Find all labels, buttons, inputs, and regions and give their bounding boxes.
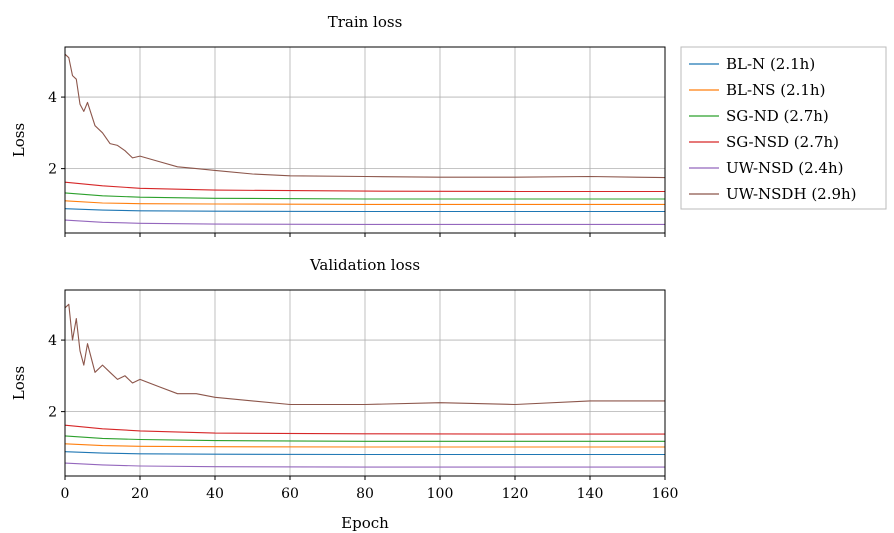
legend-label-uw-nsd-2-4h: UW-NSD (2.4h) — [726, 159, 843, 177]
train-loss-title: Train loss — [328, 13, 403, 31]
train-loss-y-tick-label-4: 4 — [48, 90, 57, 106]
legend-label-bl-ns-2-1h: BL-NS (2.1h) — [726, 81, 825, 99]
validation-loss-y-tick-label-2: 2 — [48, 405, 57, 421]
legend-label-sg-nsd-2-7h: SG-NSD (2.7h) — [726, 133, 839, 151]
validation-loss-x-tick-label-100: 100 — [427, 486, 454, 502]
train-loss-panel: Train loss Loss 24 — [10, 13, 666, 237]
validation-loss-x-tick-label-40: 40 — [206, 486, 224, 502]
validation-loss-x-ticks: 0 20 40 60 80 100 120 140 160 — [61, 476, 679, 502]
train-loss-grid — [64, 47, 666, 233]
validation-loss-y-axis-label: Loss — [10, 366, 28, 400]
train-loss-series-uw-nsdh-2-9h — [64, 53, 666, 179]
train-loss-y-axis-label: Loss — [10, 123, 28, 157]
x-axis-label: Epoch — [341, 514, 389, 532]
train-loss-plot-frame — [64, 46, 666, 234]
validation-loss-x-tick-label-0: 0 — [61, 486, 70, 502]
legend: BL-N (2.1h) BL-NS (2.1h) SG-ND (2.7h) SG-NS… — [680, 46, 887, 210]
train-loss-y-tick-label-2: 2 — [48, 162, 57, 178]
train-loss-series-bl-ns-2-1h — [64, 200, 665, 205]
validation-loss-grid — [64, 290, 666, 476]
train-loss-series-uw-nsd-2-4h — [64, 219, 665, 225]
validation-loss-y-ticks: 24 — [48, 333, 65, 421]
legend-label-sg-nd-2-7h: SG-ND (2.7h) — [726, 107, 829, 125]
validation-loss-series-bl-n-2-1h — [64, 451, 665, 456]
validation-loss-panel: Validation loss Loss 24 0 20 40 60 80 100 120 1… — [10, 256, 678, 502]
legend-label-bl-n-2-1h: BL-N (2.1h) — [726, 55, 815, 73]
legend-label-uw-nsdh-2-9h: UW-NSDH (2.9h) — [726, 185, 857, 203]
validation-loss-x-tick-label-20: 20 — [131, 486, 149, 502]
train-loss-y-ticks: 24 — [48, 90, 65, 178]
train-loss-x-ticks — [64, 233, 666, 237]
validation-loss-plot-frame — [64, 289, 666, 477]
validation-loss-x-tick-label-140: 140 — [577, 486, 604, 502]
validation-loss-series-sg-nd-2-7h — [64, 435, 665, 442]
validation-loss-series-bl-ns-2-1h — [64, 443, 665, 448]
train-loss-series-bl-n-2-1h — [64, 208, 665, 213]
validation-loss-x-tick-label-60: 60 — [281, 486, 299, 502]
validation-loss-series-sg-nsd-2-7h — [64, 424, 665, 435]
validation-loss-series-uw-nsdh-2-9h — [64, 303, 665, 406]
validation-loss-x-tick-label-80: 80 — [356, 486, 374, 502]
validation-loss-title: Validation loss — [309, 256, 420, 274]
train-loss-series — [64, 53, 666, 225]
validation-loss-series — [64, 303, 665, 468]
validation-loss-x-tick-label-120: 120 — [502, 486, 529, 502]
validation-loss-x-tick-label-160: 160 — [652, 486, 679, 502]
train-loss-series-sg-nd-2-7h — [64, 192, 665, 200]
legend-box — [680, 46, 887, 210]
validation-loss-series-uw-nsd-2-4h — [64, 462, 665, 468]
train-loss-series-sg-nsd-2-7h — [64, 181, 665, 193]
validation-loss-y-tick-label-4: 4 — [48, 333, 57, 349]
